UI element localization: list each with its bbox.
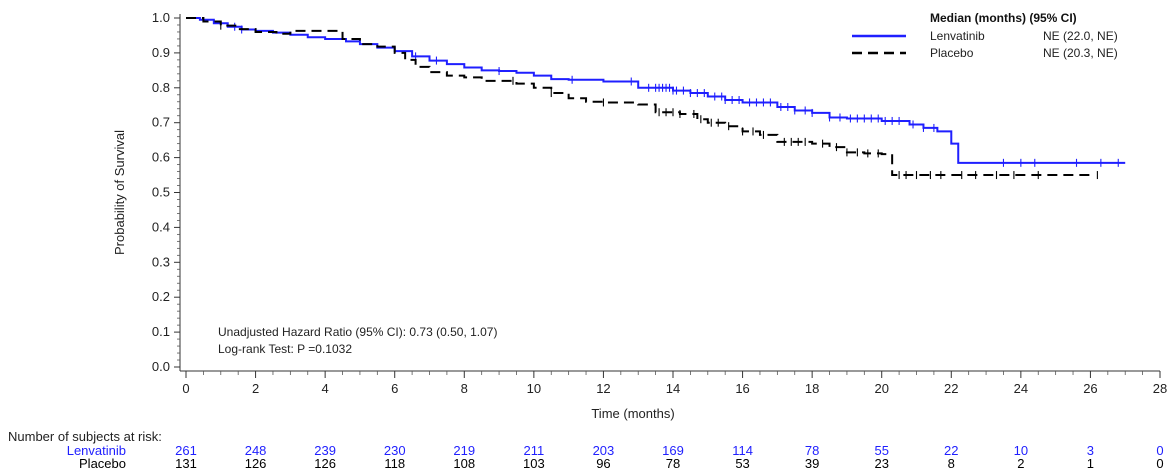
logrank-annotation: Log-rank Test: P =0.1032 [218, 342, 352, 356]
legend-entry-median: NE (20.3, NE) [1043, 46, 1118, 60]
risk-row-label: Placebo [79, 456, 126, 471]
y-tick-label: 0.8 [152, 80, 170, 95]
risk-cell: 10 [1014, 443, 1028, 458]
hazard-ratio-annotation: Unadjusted Hazard Ratio (95% CI): 0.73 (… [218, 325, 497, 339]
risk-cell: 118 [384, 456, 405, 471]
y-tick-label: 1.0 [152, 10, 170, 25]
risk-cell: 261 [175, 443, 197, 458]
risk-cell: 219 [453, 443, 475, 458]
y-tick-label: 0.7 [152, 115, 170, 130]
legend-entry-name: Lenvatinib [930, 29, 985, 43]
x-tick-label: 6 [391, 381, 398, 396]
risk-cell: 1 [1087, 456, 1094, 471]
annotations: Unadjusted Hazard Ratio (95% CI): 0.73 (… [218, 325, 497, 356]
y-axis-title: Probability of Survival [112, 130, 127, 255]
risk-cell: 2 [1017, 456, 1024, 471]
risk-cell: 108 [453, 456, 475, 471]
risk-cell: 103 [523, 456, 545, 471]
risk-row-label: Lenvatinib [67, 443, 126, 458]
x-tick-label: 2 [252, 381, 259, 396]
x-tick-label: 20 [874, 381, 888, 396]
legend-entry-median: NE (22.0, NE) [1043, 29, 1118, 43]
y-tick-label: 0.4 [152, 219, 170, 234]
y-tick-label: 0.0 [152, 359, 170, 374]
y-tick-label: 0.9 [152, 45, 170, 60]
risk-cell: 0 [1156, 443, 1163, 458]
x-tick-label: 22 [944, 381, 958, 396]
risk-cell: 22 [944, 443, 958, 458]
series-group [186, 17, 1126, 180]
risk-cell: 239 [314, 443, 336, 458]
x-tick-label: 0 [182, 381, 189, 396]
risk-cell: 126 [245, 456, 267, 471]
series-line-placebo [186, 17, 1091, 177]
y-axis-ticks: 0.0 0.1 0.2 0.3 0.4 0.5 0.6 0.7 0.8 0.9 1.0 [152, 10, 180, 374]
risk-cell: 78 [666, 456, 680, 471]
risk-cell: 78 [805, 443, 819, 458]
risk-cell: 55 [874, 443, 888, 458]
x-tick-label: 12 [596, 381, 610, 396]
legend: Median (months) (95% CI) Lenvatinib NE (2… [852, 11, 1118, 60]
x-tick-label: 14 [666, 381, 680, 396]
x-tick-label: 8 [461, 381, 468, 396]
risk-cell: 131 [175, 456, 197, 471]
axes-group [179, 14, 1160, 372]
risk-cell: 114 [732, 443, 753, 458]
risk-cell: 126 [314, 456, 336, 471]
risk-cell: 230 [384, 443, 406, 458]
risk-cell: 248 [245, 443, 267, 458]
y-tick-label: 0.2 [152, 289, 170, 304]
risk-table-title: Number of subjects at risk: [8, 429, 162, 444]
risk-cell: 53 [735, 456, 749, 471]
risk-table: Number of subjects at risk: Lenvatinib 26… [8, 429, 1164, 471]
x-axis-ticks: 0 2 4 6 8 10 12 14 16 18 20 22 24 26 28 [182, 371, 1167, 396]
x-tick-label: 24 [1014, 381, 1028, 396]
risk-cell: 96 [596, 456, 610, 471]
x-tick-label: 10 [527, 381, 541, 396]
y-tick-label: 0.3 [152, 254, 170, 269]
risk-cell: 39 [805, 456, 819, 471]
y-tick-label: 0.6 [152, 150, 170, 165]
legend-title: Median (months) (95% CI) [930, 11, 1077, 25]
x-tick-label: 4 [322, 381, 329, 396]
risk-cell: 23 [874, 456, 888, 471]
risk-cell: 0 [1156, 456, 1163, 471]
risk-cell: 169 [662, 443, 684, 458]
x-tick-label: 28 [1153, 381, 1167, 396]
legend-entry-name: Placebo [930, 46, 974, 60]
y-tick-label: 0.1 [152, 324, 170, 339]
risk-cell: 211 [523, 443, 544, 458]
risk-cell: 3 [1087, 443, 1094, 458]
risk-cell: 203 [593, 443, 615, 458]
x-tick-label: 18 [805, 381, 819, 396]
y-tick-label: 0.5 [152, 185, 170, 200]
x-tick-label: 26 [1083, 381, 1097, 396]
x-tick-label: 16 [735, 381, 749, 396]
x-axis-title: Time (months) [591, 406, 674, 421]
risk-cell: 8 [948, 456, 955, 471]
